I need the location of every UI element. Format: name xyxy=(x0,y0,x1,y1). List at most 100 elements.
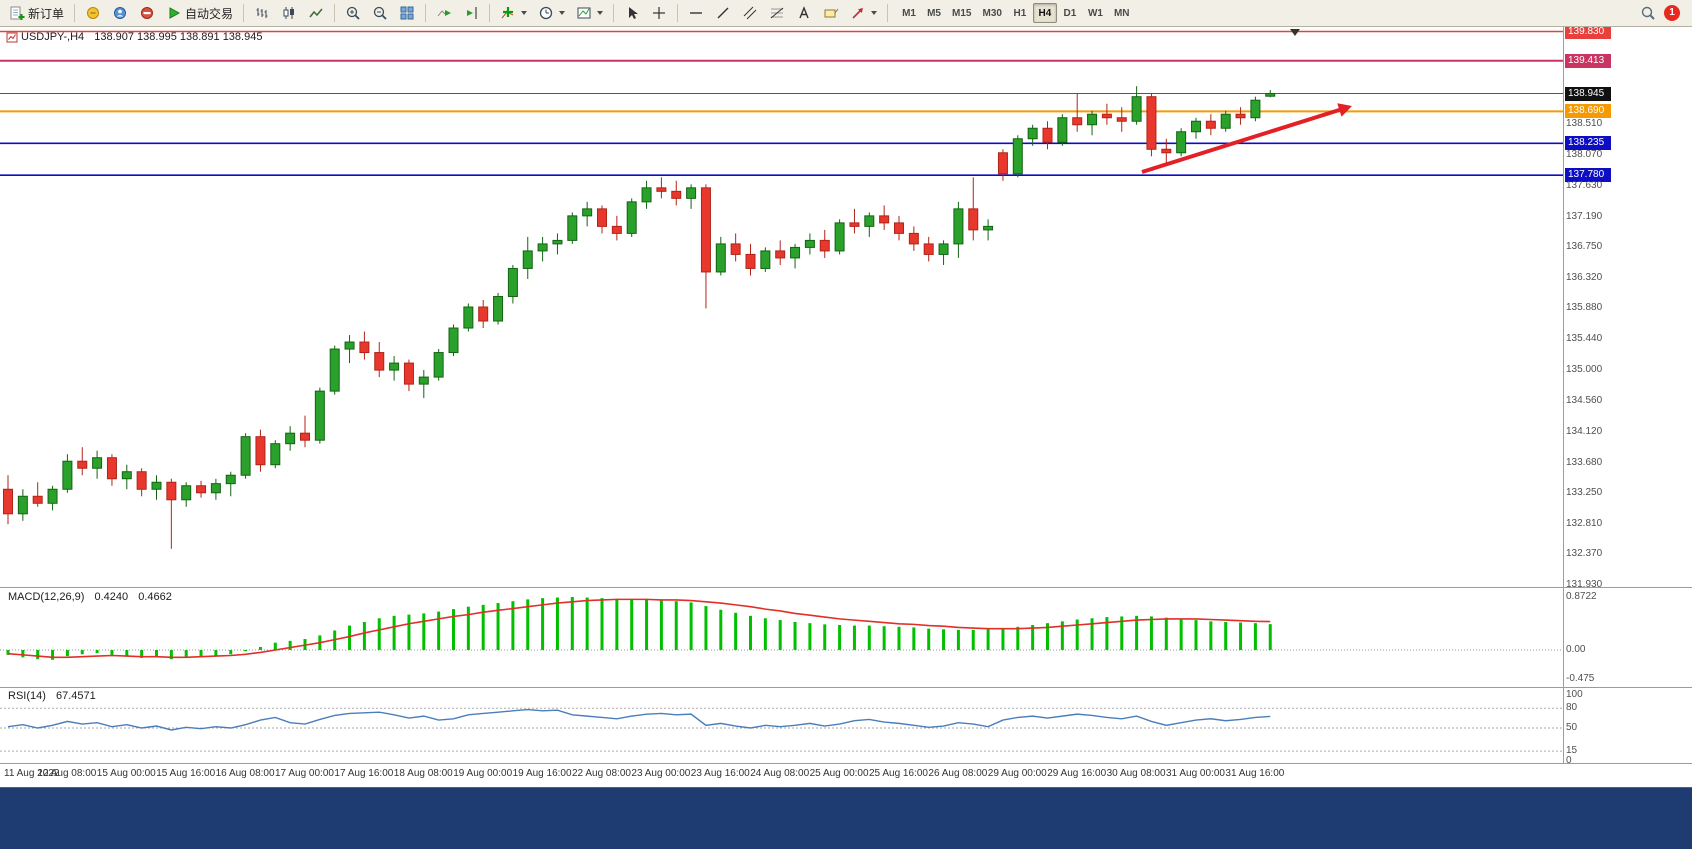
toolbar-separator xyxy=(887,4,889,22)
toolbar: 新订单 自动交易 xyxy=(0,0,1692,27)
rsi-line xyxy=(7,708,1271,731)
candle-body xyxy=(374,352,385,371)
timeframe-button-h1[interactable]: H1 xyxy=(1008,3,1032,23)
candle-body xyxy=(1265,93,1276,97)
candle-body xyxy=(997,152,1008,175)
candle-body xyxy=(968,208,979,231)
arrows-button[interactable] xyxy=(845,2,882,24)
candle-body xyxy=(136,471,147,490)
trend-arrow-line[interactable] xyxy=(1141,106,1345,174)
terminal-button[interactable] xyxy=(134,2,160,24)
candle-body xyxy=(567,215,578,241)
candle-body xyxy=(121,471,132,480)
crosshair-icon xyxy=(653,7,666,19)
candle-body xyxy=(671,190,682,199)
candle-body xyxy=(225,474,236,485)
candle-body xyxy=(196,485,207,494)
candle-body xyxy=(1057,117,1068,143)
taskbar xyxy=(0,787,1692,849)
timeframe-button-w1[interactable]: W1 xyxy=(1083,3,1108,23)
market-watch-icon xyxy=(87,7,100,19)
candle-body xyxy=(1220,113,1231,129)
candle-body xyxy=(210,483,221,494)
macd-panel-label: MACD(12,26,9) 0.4240 0.4662 xyxy=(8,591,172,603)
candle-body xyxy=(463,306,474,329)
cursor-button[interactable] xyxy=(619,2,645,24)
candle-body xyxy=(1205,120,1216,129)
indicators-button[interactable] xyxy=(495,2,532,24)
notification-badge[interactable]: 1 xyxy=(1664,5,1680,21)
toolbar-right-group: 1 xyxy=(1640,5,1688,21)
candle-body xyxy=(1027,127,1038,140)
trendline-button[interactable] xyxy=(710,2,736,24)
candle-body xyxy=(106,457,117,480)
candle-body xyxy=(760,250,771,269)
candle-body xyxy=(240,436,251,476)
chart-background[interactable] xyxy=(0,27,1692,787)
timeframe-button-h4[interactable]: H4 xyxy=(1032,3,1057,23)
candle-body xyxy=(879,215,890,224)
chart-title: USDJPY-,H4 138.907 138.995 138.891 138.9… xyxy=(21,31,262,43)
candle-body xyxy=(1116,117,1127,122)
candle-body xyxy=(1235,113,1246,119)
horizontal-line-icon xyxy=(690,12,703,14)
toolbar-separator xyxy=(74,4,76,22)
tile-windows-icon xyxy=(400,6,414,20)
candle-body xyxy=(552,239,563,245)
zoom-in-button[interactable] xyxy=(340,2,366,24)
zoom-out-button[interactable] xyxy=(367,2,393,24)
candle-body xyxy=(611,225,622,234)
channel-button[interactable] xyxy=(737,2,763,24)
text-icon xyxy=(799,6,809,19)
timeframe-button-m5[interactable]: M5 xyxy=(922,3,946,23)
line-chart-button[interactable] xyxy=(303,2,329,24)
trend-arrow-head[interactable] xyxy=(1337,103,1352,117)
indicators-icon xyxy=(501,7,514,19)
candle-body xyxy=(804,239,815,248)
clock-icon xyxy=(539,6,553,20)
navigator-button[interactable] xyxy=(107,2,133,24)
chart-menu-icon[interactable] xyxy=(6,31,18,43)
timeframe-button-d1[interactable]: D1 xyxy=(1058,3,1082,23)
candle-body xyxy=(730,243,741,255)
candle-body xyxy=(32,495,43,504)
candle-body xyxy=(686,187,697,199)
candle-body xyxy=(329,348,340,392)
fibonacci-button[interactable] xyxy=(764,2,790,24)
toolbar-separator xyxy=(613,4,615,22)
trendline-icon xyxy=(717,7,729,19)
candle-body xyxy=(715,243,726,273)
timeframe-button-mn[interactable]: MN xyxy=(1109,3,1135,23)
templates-button[interactable] xyxy=(571,2,608,24)
candle-body xyxy=(433,352,444,378)
market-watch-button[interactable] xyxy=(80,2,106,24)
tile-windows-button[interactable] xyxy=(394,2,420,24)
text-label-button[interactable] xyxy=(818,2,844,24)
timeframe-button-m30[interactable]: M30 xyxy=(977,3,1006,23)
chart-shift-button[interactable] xyxy=(458,2,484,24)
candle-body xyxy=(953,208,964,245)
auto-scroll-button[interactable] xyxy=(431,2,457,24)
navigator-icon xyxy=(114,7,127,19)
crosshair-button[interactable] xyxy=(646,2,672,24)
candlestick-chart-button[interactable] xyxy=(276,2,302,24)
candle-body xyxy=(626,201,637,234)
bar-chart-button[interactable] xyxy=(249,2,275,24)
cursor-icon xyxy=(629,7,639,19)
chart-shift-marker[interactable] xyxy=(1290,29,1300,36)
candle-body xyxy=(1176,131,1187,154)
timeframe-button-m1[interactable]: M1 xyxy=(897,3,921,23)
timeframe-button-m15[interactable]: M15 xyxy=(947,3,976,23)
horizontal-line-button[interactable] xyxy=(683,2,709,24)
search-icon[interactable] xyxy=(1640,5,1656,21)
periods-button[interactable] xyxy=(533,2,570,24)
new-order-button[interactable]: 新订单 xyxy=(4,2,69,24)
candle-body xyxy=(1191,120,1201,133)
candle-body xyxy=(47,488,58,504)
toolbar-separator xyxy=(334,4,336,22)
new-order-icon xyxy=(10,6,25,20)
text-button[interactable] xyxy=(791,2,817,24)
candle-body xyxy=(478,306,489,322)
autotrading-play-icon xyxy=(169,7,181,19)
autotrading-button[interactable]: 自动交易 xyxy=(161,2,238,24)
